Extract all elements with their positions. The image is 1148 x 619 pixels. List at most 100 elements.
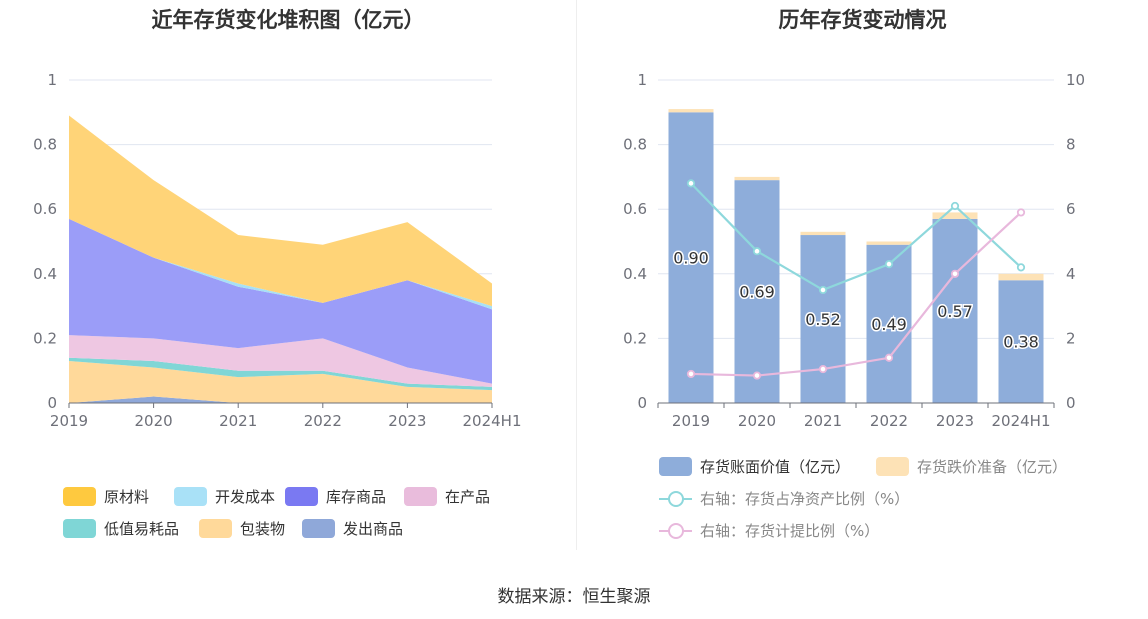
right-x-tick: 2024H1 [992, 412, 1051, 430]
right-legend-line-item[interactable]: 右轴：存货计提比例（%） [659, 520, 879, 541]
area-series [69, 361, 492, 403]
left-legend-item[interactable]: 包装物 [199, 518, 285, 539]
left-legend-item[interactable]: 开发成本 [174, 486, 275, 507]
ratio-line [690, 211, 1022, 377]
legend-swatch [199, 519, 232, 538]
line-point [1016, 208, 1026, 217]
line-point [752, 247, 762, 256]
right-y-right-tick: 8 [1066, 136, 1076, 154]
legend-label: 发出商品 [343, 520, 404, 538]
line-point [752, 371, 762, 380]
right-x-tick: 2022 [870, 412, 908, 430]
left-legend-item[interactable]: 在产品 [404, 486, 490, 507]
right-y-left-tick: 0.4 [623, 265, 647, 283]
left-legend-item[interactable]: 库存商品 [285, 486, 386, 507]
left-y-tick: 0.2 [33, 329, 57, 347]
left-legend-item[interactable]: 原材料 [63, 486, 149, 507]
area-series [69, 357, 492, 391]
data-source: 数据来源：恒生聚源 [497, 587, 651, 607]
line-point [1016, 263, 1026, 272]
left-x-tick: 2020 [135, 412, 173, 430]
right-y-right-tick: 4 [1066, 265, 1076, 283]
legend-line-swatch [659, 489, 692, 508]
bar-data-label: 0.90 [673, 249, 709, 268]
legend-swatch [63, 519, 96, 538]
right-legend-bar-item[interactable]: 存货账面价值（亿元） [659, 456, 850, 477]
area-series [69, 396, 492, 403]
bar-data-label: 0.57 [937, 302, 973, 321]
right-legend-bar-item[interactable]: 存货跌价准备（亿元） [876, 456, 1067, 477]
ratio-line [690, 182, 1022, 292]
line-point [686, 369, 696, 379]
bar-inventory-reserve [932, 212, 978, 219]
right-x-tick: 2019 [672, 412, 710, 430]
bar-line-panel: 历年存货变动情况 0 0.2 0.4 0.6 0.8 1 0 2 4 6 8 10 0.90 0.69 0.… [577, 0, 1148, 560]
bar-data-label: 0.49 [871, 315, 907, 334]
left-legend-item[interactable]: 发出商品 [302, 518, 403, 539]
right-y-right-tick: 0 [1066, 394, 1076, 412]
right-x-tick: 2020 [738, 412, 776, 430]
bar-inventory-reserve [800, 231, 846, 236]
legend-label: 开发成本 [215, 488, 276, 506]
left-x-tick: 2021 [219, 412, 257, 430]
right-y-left-tick: 0 [637, 394, 647, 412]
legend-swatch [285, 487, 318, 506]
legend-label: 包装物 [240, 520, 286, 538]
legend-label: 低值易耗品 [104, 520, 180, 538]
line-point [818, 285, 828, 295]
panel-divider [576, 0, 577, 550]
area-series [69, 335, 492, 387]
right-y-left-tick: 0.6 [623, 200, 647, 218]
right-y-left-tick: 0.8 [623, 136, 647, 154]
stacked-area-chart: 0 0.2 0.4 0.6 0.8 1 2019 2020 2021 2022 2023 2024H1 [33, 71, 522, 430]
left-y-tick: 0 [47, 394, 57, 412]
bar-inventory-value [932, 218, 978, 403]
line-point [686, 179, 696, 188]
right-x-tick: 2021 [804, 412, 842, 430]
right-x-tick: 2023 [936, 412, 974, 430]
left-x-tick: 2022 [304, 412, 342, 430]
right-y-right-tick: 6 [1066, 200, 1076, 218]
bar-inventory-value [668, 112, 714, 404]
legend-label: 存货账面价值（亿元） [700, 458, 851, 476]
stacked-area-panel: 近年存货变化堆积图（亿元） 0 0.2 0.4 0.6 0.8 1 2019 2020 2021… [0, 0, 576, 560]
area-series [69, 218, 492, 384]
legend-label: 在产品 [445, 488, 491, 506]
line-point [884, 353, 894, 362]
line-point [884, 260, 894, 269]
bar-inventory-reserve [998, 273, 1044, 281]
left-y-tick: 0.6 [33, 200, 57, 218]
left-chart-title: 近年存货变化堆积图（亿元） [151, 8, 425, 32]
right-y-left-tick: 0.2 [623, 329, 647, 347]
left-x-tick: 2024H1 [463, 412, 522, 430]
left-y-tick: 0.4 [33, 265, 57, 283]
legend-swatch [63, 487, 96, 506]
left-y-tick: 0.8 [33, 136, 57, 154]
bar-data-label: 0.52 [805, 310, 841, 329]
legend-swatch [404, 487, 437, 506]
line-point [950, 201, 960, 211]
right-legend-line-item[interactable]: 右轴：存货占净资产比例（%） [659, 488, 909, 509]
line-point [818, 364, 828, 374]
right-y-right-tick: 2 [1066, 329, 1076, 347]
legend-swatch [659, 457, 692, 476]
right-y-right-tick: 10 [1066, 71, 1085, 89]
bar-data-label: 0.69 [739, 283, 775, 302]
legend-label: 右轴：存货占净资产比例（%） [700, 490, 910, 508]
left-legend-item[interactable]: 低值易耗品 [63, 518, 179, 539]
bar-inventory-value [800, 235, 846, 403]
legend-label: 原材料 [104, 488, 150, 506]
legend-label: 存货跌价准备（亿元） [917, 458, 1068, 476]
legend-line-swatch [659, 521, 692, 540]
area-series [69, 115, 492, 307]
legend-swatch [174, 487, 207, 506]
right-y-left-tick: 1 [637, 71, 647, 89]
bar-inventory-reserve [734, 176, 780, 181]
bar-inventory-reserve [668, 109, 714, 113]
bar-inventory-value [998, 280, 1044, 403]
legend-swatch [302, 519, 335, 538]
bar-data-label: 0.38 [1003, 333, 1039, 352]
left-y-tick: 1 [47, 71, 57, 89]
right-chart-title: 历年存货变动情况 [778, 8, 947, 32]
